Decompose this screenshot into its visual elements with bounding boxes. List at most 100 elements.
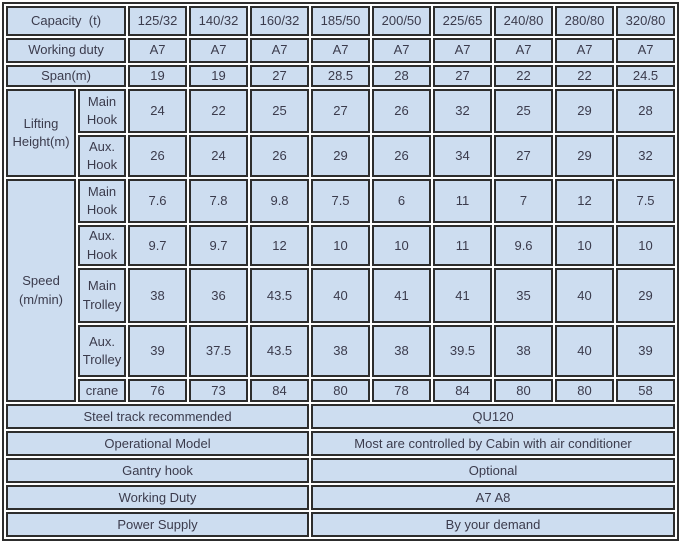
lh-aux-hook-value: 26 bbox=[128, 135, 188, 178]
lh-aux-hook-value: 24 bbox=[189, 135, 249, 178]
operational-model-value: Most are controlled by Cabin with air co… bbox=[311, 431, 676, 457]
speed-aux-trolley-value: 37.5 bbox=[189, 325, 249, 378]
speed-crane-value: 84 bbox=[433, 379, 493, 403]
span-row-label: Span(m) bbox=[6, 65, 127, 88]
operational-model-row: Operational Model Most are controlled by… bbox=[6, 431, 676, 457]
speed-aux-hook-row: Aux. Hook 9.7 9.7 12 10 10 11 9.6 10 10 bbox=[6, 225, 676, 267]
speed-aux-hook-value: 10 bbox=[616, 225, 676, 267]
speed-main-trolley-value: 36 bbox=[189, 268, 249, 324]
working-duty-value: A7 bbox=[494, 38, 554, 63]
operational-model-label: Operational Model bbox=[6, 431, 310, 457]
span-value: 19 bbox=[128, 65, 188, 88]
capacity-value: 240/80 bbox=[494, 6, 554, 36]
speed-main-hook-value: 7.5 bbox=[616, 179, 676, 224]
speed-main-hook-value: 7.8 bbox=[189, 179, 249, 224]
speed-main-hook-value: 12 bbox=[555, 179, 615, 224]
speed-aux-hook-label: Aux. Hook bbox=[78, 225, 127, 267]
steel-track-value: QU120 bbox=[311, 404, 676, 430]
working-duty-value: A7 bbox=[433, 38, 493, 63]
speed-main-trolley-value: 35 bbox=[494, 268, 554, 324]
speed-crane-value: 73 bbox=[189, 379, 249, 403]
span-value: 19 bbox=[189, 65, 249, 88]
speed-aux-hook-value: 9.6 bbox=[494, 225, 554, 267]
speed-aux-hook-value: 10 bbox=[311, 225, 371, 267]
lh-main-hook-value: 32 bbox=[433, 89, 493, 134]
speed-crane-value: 80 bbox=[555, 379, 615, 403]
speed-main-trolley-value: 29 bbox=[616, 268, 676, 324]
speed-aux-trolley-row: Aux. Trolley 39 37.5 43.5 38 38 39.5 38 … bbox=[6, 325, 676, 378]
gantry-hook-label: Gantry hook bbox=[6, 458, 310, 484]
gantry-hook-row: Gantry hook Optional bbox=[6, 458, 676, 484]
lifting-height-main-hook-row: Lifting Height(m) Main Hook 24 22 25 27 … bbox=[6, 89, 676, 178]
power-supply-row: Power Supply By your demand bbox=[6, 512, 676, 538]
working-duty-value: A7 bbox=[372, 38, 432, 63]
speed-main-hook-label: Main Hook bbox=[78, 179, 127, 224]
capacity-value: 200/50 bbox=[372, 6, 432, 36]
working-duty-value: A7 bbox=[250, 38, 310, 63]
speed-aux-trolley-value: 39.5 bbox=[433, 325, 493, 378]
speed-main-trolley-value: 40 bbox=[311, 268, 371, 324]
speed-crane-value: 76 bbox=[128, 379, 188, 403]
speed-aux-hook-value: 9.7 bbox=[189, 225, 249, 267]
capacity-value: 140/32 bbox=[189, 6, 249, 36]
speed-group-label: Speed (m/min) bbox=[6, 179, 76, 403]
speed-crane-value: 80 bbox=[311, 379, 371, 403]
speed-main-trolley-value: 43.5 bbox=[250, 268, 310, 324]
speed-crane-label: crane bbox=[78, 379, 127, 403]
capacity-value: 320/80 bbox=[616, 6, 676, 36]
speed-main-hook-value: 11 bbox=[433, 179, 493, 224]
lh-aux-hook-value: 29 bbox=[555, 135, 615, 178]
speed-main-hook-value: 7 bbox=[494, 179, 554, 224]
speed-main-hook-value: 6 bbox=[372, 179, 432, 224]
steel-track-label: Steel track recommended bbox=[6, 404, 310, 430]
speed-crane-row: crane 76 73 84 80 78 84 80 80 58 bbox=[6, 379, 676, 403]
speed-main-hook-row: Speed (m/min) Main Hook 7.6 7.8 9.8 7.5 … bbox=[6, 179, 676, 403]
speed-main-hook-value: 9.8 bbox=[250, 179, 310, 224]
lifting-height-main-hook-label: Main Hook bbox=[78, 89, 127, 134]
working-duty-value: A7 bbox=[189, 38, 249, 63]
speed-aux-trolley-value: 43.5 bbox=[250, 325, 310, 378]
working-duty-value: A7 bbox=[128, 38, 188, 63]
lifting-height-aux-hook-row: Aux. Hook 26 24 26 29 26 34 27 29 32 bbox=[6, 135, 676, 178]
lh-aux-hook-value: 32 bbox=[616, 135, 676, 178]
lh-main-hook-value: 22 bbox=[189, 89, 249, 134]
speed-main-trolley-value: 41 bbox=[372, 268, 432, 324]
speed-aux-hook-value: 9.7 bbox=[128, 225, 188, 267]
span-value: 22 bbox=[555, 65, 615, 88]
span-value: 28 bbox=[372, 65, 432, 88]
working-duty-value: A7 bbox=[555, 38, 615, 63]
power-supply-value: By your demand bbox=[311, 512, 676, 538]
capacity-value: 185/50 bbox=[311, 6, 371, 36]
speed-aux-hook-value: 10 bbox=[555, 225, 615, 267]
speed-crane-value: 84 bbox=[250, 379, 310, 403]
speed-aux-hook-value: 12 bbox=[250, 225, 310, 267]
speed-crane-value: 80 bbox=[494, 379, 554, 403]
working-duty-footer-value: A7 A8 bbox=[311, 485, 676, 511]
span-value: 27 bbox=[433, 65, 493, 88]
power-supply-label: Power Supply bbox=[6, 512, 310, 538]
lh-aux-hook-value: 29 bbox=[311, 135, 371, 178]
speed-crane-value: 78 bbox=[372, 379, 432, 403]
lh-aux-hook-value: 34 bbox=[433, 135, 493, 178]
lh-main-hook-value: 25 bbox=[250, 89, 310, 134]
lh-aux-hook-value: 27 bbox=[494, 135, 554, 178]
speed-main-trolley-value: 41 bbox=[433, 268, 493, 324]
span-value: 28.5 bbox=[311, 65, 371, 88]
speed-main-hook-value: 7.6 bbox=[128, 179, 188, 224]
lh-main-hook-value: 27 bbox=[311, 89, 371, 134]
span-row: Span(m) 19 19 27 28.5 28 27 22 22 24.5 bbox=[6, 65, 676, 88]
working-duty-footer-row: Working Duty A7 A8 bbox=[6, 485, 676, 511]
speed-main-trolley-row: Main Trolley 38 36 43.5 40 41 41 35 40 2… bbox=[6, 268, 676, 324]
speed-crane-value: 58 bbox=[616, 379, 676, 403]
capacity-value: 280/80 bbox=[555, 6, 615, 36]
span-value: 22 bbox=[494, 65, 554, 88]
speed-aux-trolley-label: Aux. Trolley bbox=[78, 325, 127, 378]
speed-main-trolley-label: Main Trolley bbox=[78, 268, 127, 324]
working-duty-row: Working duty A7 A7 A7 A7 A7 A7 A7 A7 A7 bbox=[6, 38, 676, 63]
speed-main-trolley-value: 38 bbox=[128, 268, 188, 324]
speed-aux-trolley-value: 38 bbox=[372, 325, 432, 378]
speed-aux-trolley-value: 39 bbox=[128, 325, 188, 378]
capacity-row-label: Capacity (t) bbox=[6, 6, 127, 36]
